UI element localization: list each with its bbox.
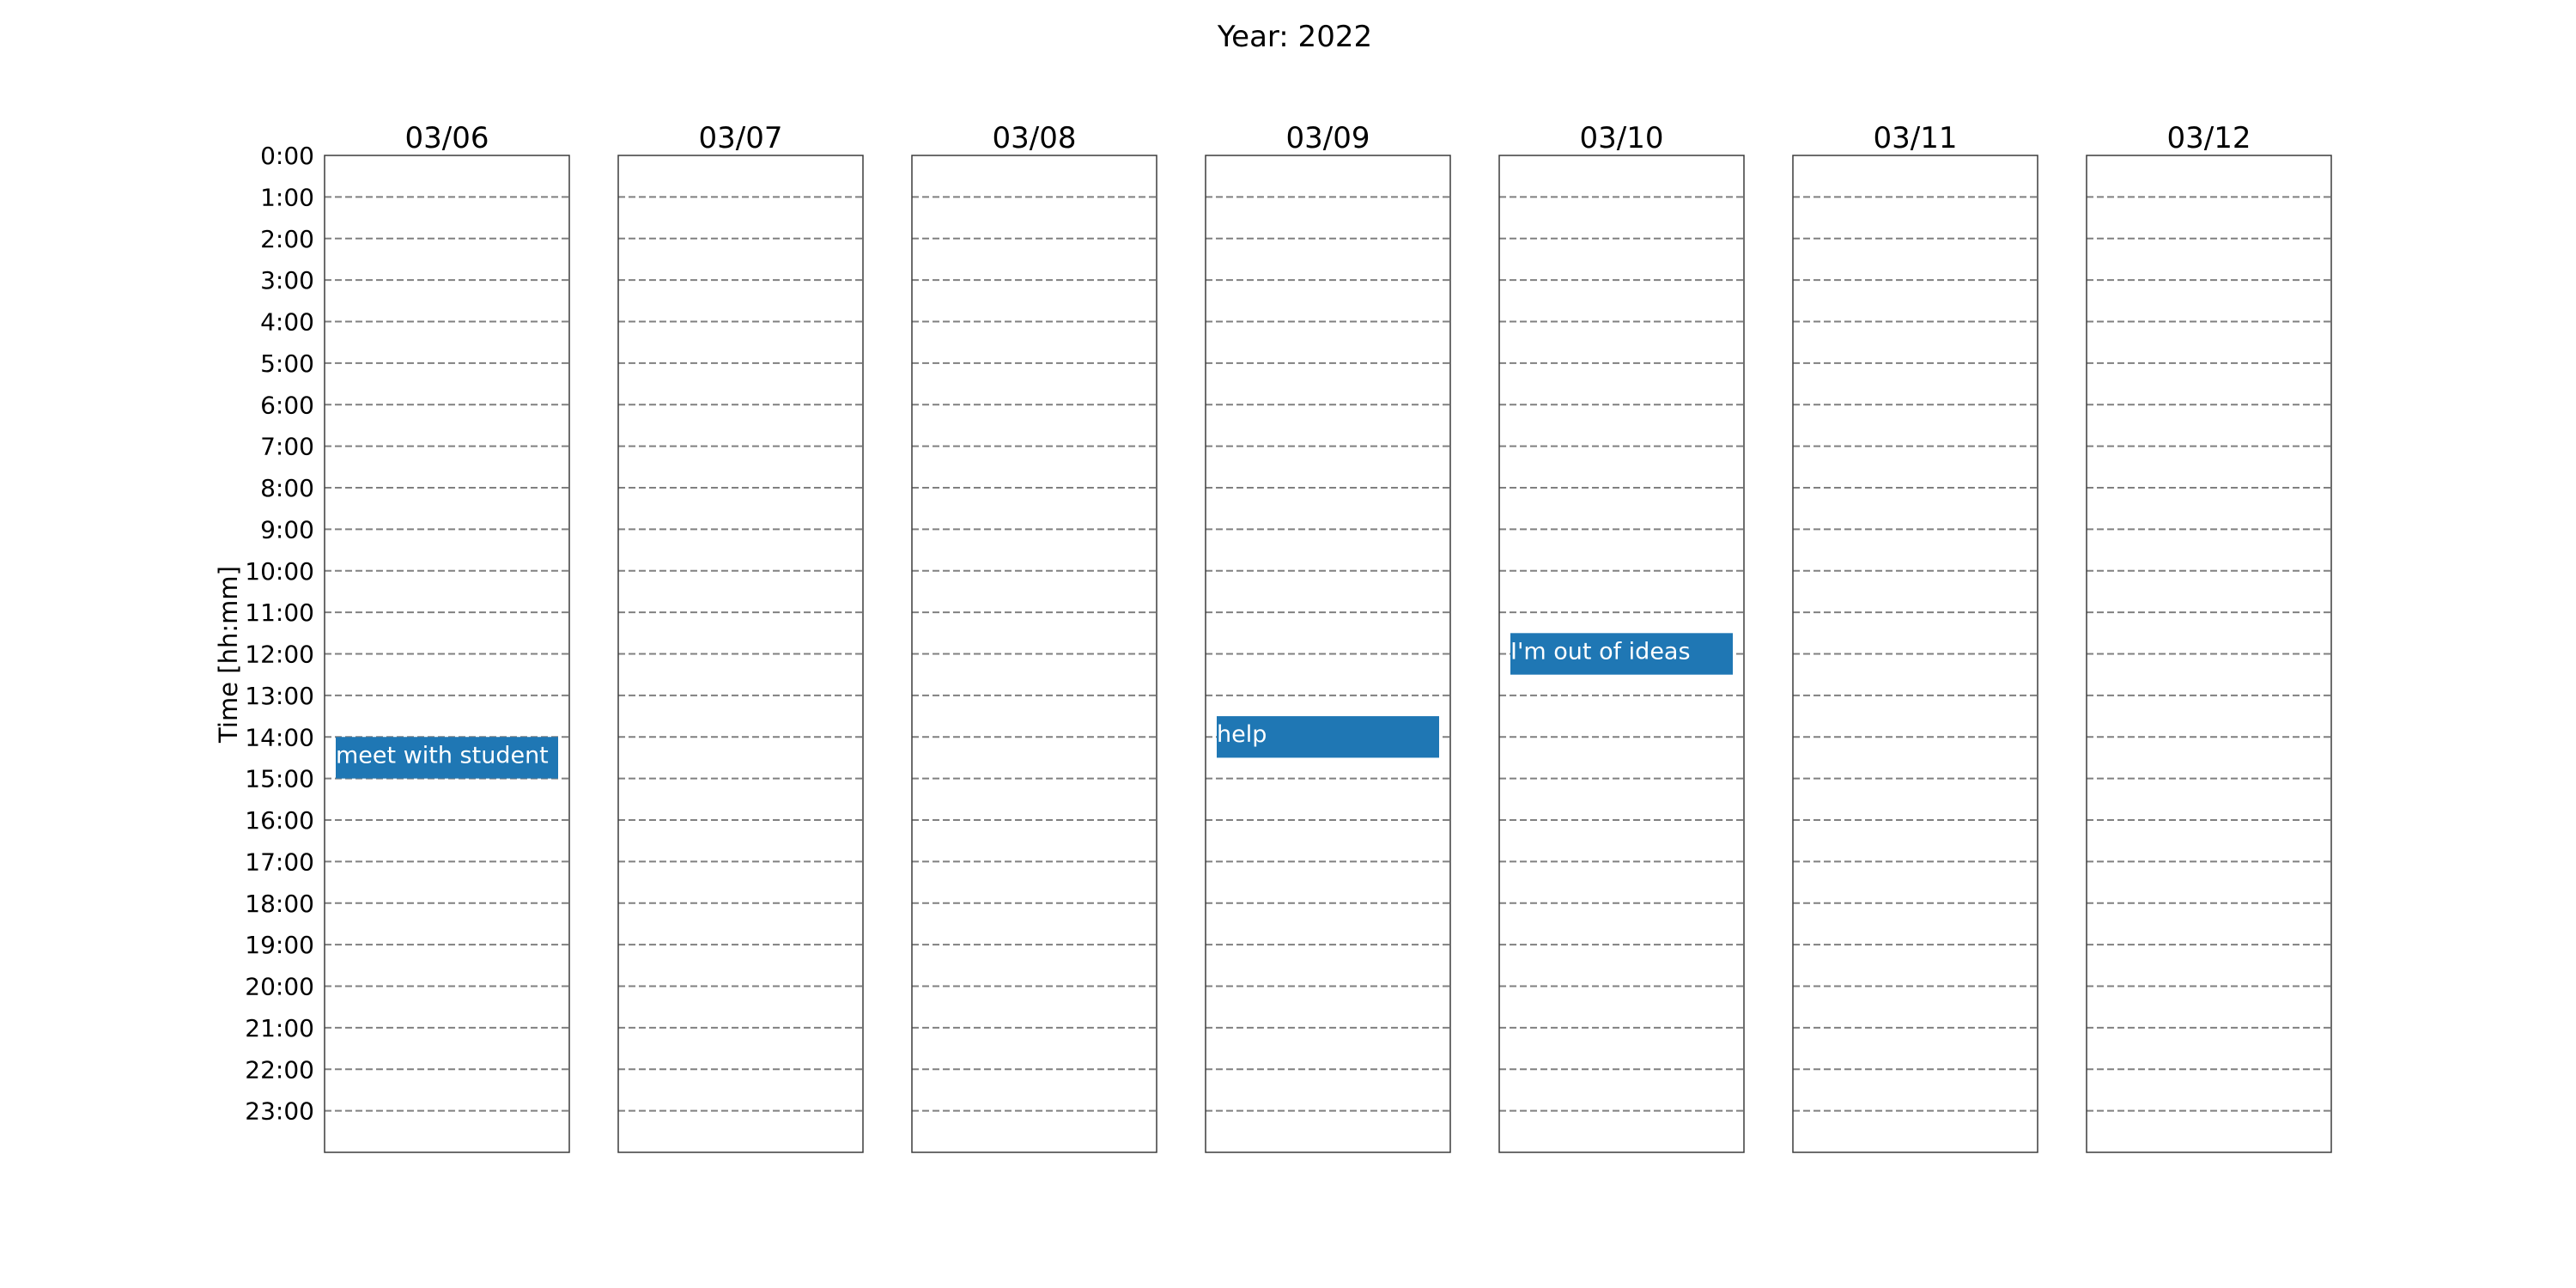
y-tick-label: 21:00 (245, 1014, 314, 1042)
y-tick-label: 13:00 (245, 682, 314, 710)
day-header: 03/07 (699, 121, 783, 155)
day-panel-frame (2086, 155, 2332, 1153)
time-tick-labels: 0:00 1:00 2:00 3:00 4:00 5:00 6:00 7:00 8:00 9:00… (245, 142, 314, 1126)
day-panel: 03/11 (1792, 121, 2038, 1153)
event-label: meet with student (336, 742, 549, 769)
y-tick-label: 0:00 (260, 142, 314, 170)
y-tick-label: 7:00 (260, 433, 314, 461)
y-tick-label: 20:00 (245, 973, 314, 1001)
y-tick-label: 22:00 (245, 1055, 314, 1084)
day-panel: 03/07 (617, 121, 864, 1153)
y-tick-label: 6:00 (260, 391, 314, 419)
event-label: I'm out of ideas (1510, 638, 1691, 665)
y-tick-label: 9:00 (260, 515, 314, 544)
y-tick-label: 16:00 (245, 806, 314, 835)
day-header: 03/10 (1580, 121, 1664, 155)
day-panel-frame (1792, 155, 2038, 1153)
day-header: 03/08 (993, 121, 1077, 155)
event-block (336, 737, 558, 779)
y-axis-label: Time [hh:mm] (214, 566, 243, 744)
day-panel-frame (617, 155, 864, 1153)
y-tick-label: 11:00 (245, 598, 314, 627)
day-panel-frame (1498, 155, 1745, 1153)
day-panel: 03/10 I'm out of ideas (1498, 121, 1745, 1153)
y-tick-label: 19:00 (245, 931, 314, 959)
y-tick-label: 5:00 (260, 349, 314, 378)
y-tick-label: 4:00 (260, 308, 314, 337)
day-panel: 03/06 meet with student (324, 121, 570, 1153)
y-tick-label: 1:00 (260, 183, 314, 211)
y-tick-label: 23:00 (245, 1097, 314, 1126)
event-block (1217, 716, 1439, 758)
chart-title: Year: 2022 (1217, 20, 1372, 54)
day-panel: 03/09 help (1205, 121, 1451, 1153)
y-tick-label: 17:00 (245, 848, 314, 876)
day-header: 03/09 (1286, 121, 1370, 155)
y-tick-label: 10:00 (245, 557, 314, 586)
event-label: help (1217, 721, 1267, 748)
y-tick-label: 8:00 (260, 474, 314, 502)
day-panel-frame (324, 155, 570, 1153)
day-panel: 03/12 (2086, 121, 2332, 1153)
day-panel: 03/08 (911, 121, 1157, 1153)
event-block (1510, 633, 1733, 675)
day-panels: 03/06 meet with student 03/07 03/08 03/09 hel… (324, 121, 2332, 1153)
y-tick-label: 2:00 (260, 225, 314, 253)
y-tick-label: 3:00 (260, 266, 314, 295)
day-panel-frame (1205, 155, 1451, 1153)
y-tick-label: 15:00 (245, 765, 314, 793)
day-panel-frame (911, 155, 1157, 1153)
y-tick-label: 12:00 (245, 641, 314, 669)
y-tick-label: 18:00 (245, 890, 314, 918)
day-header: 03/06 (405, 121, 489, 155)
y-tick-label: 14:00 (245, 723, 314, 751)
day-header: 03/12 (2167, 121, 2251, 155)
day-header: 03/11 (1874, 121, 1958, 155)
